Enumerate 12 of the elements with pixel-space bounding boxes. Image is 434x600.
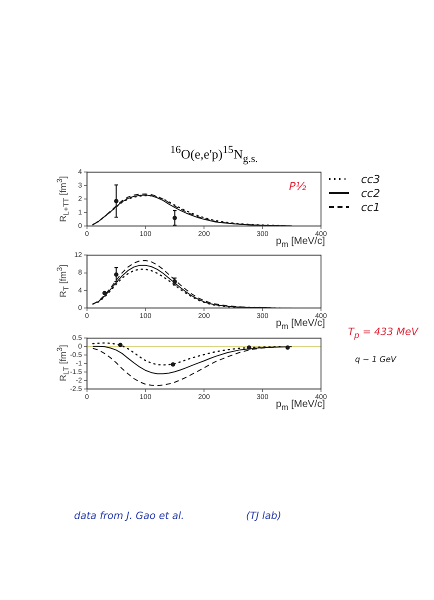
x-axis-title: p$_{m}$ [MeV/c] [276, 318, 325, 331]
text: data from J. Gao et al. [74, 511, 184, 522]
text: (TJ lab) [246, 511, 282, 522]
annotation: P½ [289, 180, 306, 193]
x-axis-title: p$_{m}$ [MeV/c] [276, 399, 325, 412]
legend-label: cc2 [361, 186, 380, 200]
text: T$_{p}$ = 433 MeV [348, 327, 418, 340]
x-axis-title: p$_{m}$ [MeV/c] [276, 236, 325, 249]
text: q ~ 1 GeV [355, 355, 396, 364]
legend-label: cc1 [361, 200, 380, 214]
legend-label: cc3 [361, 172, 380, 186]
chart-title: $^{16}$O(e,e'p)$^{15}$N$_{g.s.}$ [169, 144, 259, 165]
